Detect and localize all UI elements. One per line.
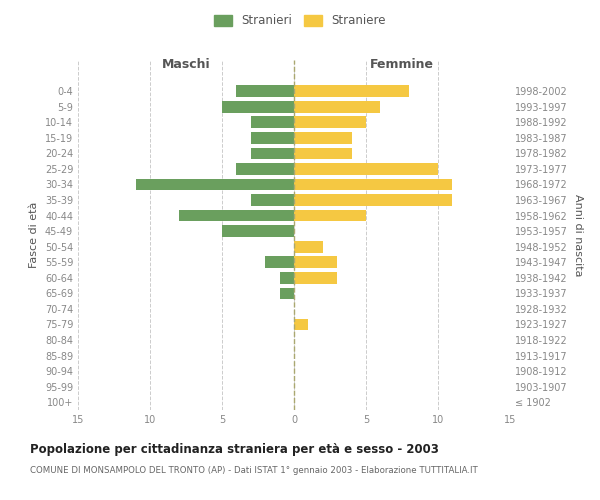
Bar <box>280 288 294 299</box>
Bar <box>136 178 294 190</box>
Bar <box>294 241 323 252</box>
Bar <box>294 210 366 222</box>
Text: Maschi: Maschi <box>161 58 211 71</box>
Bar <box>294 148 352 159</box>
Bar <box>294 116 366 128</box>
Bar <box>294 318 308 330</box>
Bar <box>251 116 294 128</box>
Bar <box>179 210 294 222</box>
Bar <box>294 272 337 283</box>
Bar <box>236 163 294 174</box>
Bar <box>294 132 352 143</box>
Text: Femmine: Femmine <box>370 58 434 71</box>
Bar <box>294 178 452 190</box>
Text: COMUNE DI MONSAMPOLO DEL TRONTO (AP) - Dati ISTAT 1° gennaio 2003 - Elaborazione: COMUNE DI MONSAMPOLO DEL TRONTO (AP) - D… <box>30 466 478 475</box>
Bar <box>222 226 294 237</box>
Legend: Stranieri, Straniere: Stranieri, Straniere <box>211 11 389 31</box>
Bar <box>251 194 294 206</box>
Y-axis label: Anni di nascita: Anni di nascita <box>573 194 583 276</box>
Bar <box>280 272 294 283</box>
Bar <box>294 86 409 97</box>
Bar <box>294 194 452 206</box>
Bar <box>251 132 294 143</box>
Text: Popolazione per cittadinanza straniera per età e sesso - 2003: Popolazione per cittadinanza straniera p… <box>30 442 439 456</box>
Bar <box>222 101 294 112</box>
Bar <box>294 101 380 112</box>
Bar <box>265 256 294 268</box>
Bar <box>294 163 438 174</box>
Bar <box>251 148 294 159</box>
Bar <box>294 256 337 268</box>
Y-axis label: Fasce di età: Fasce di età <box>29 202 39 268</box>
Bar <box>236 86 294 97</box>
